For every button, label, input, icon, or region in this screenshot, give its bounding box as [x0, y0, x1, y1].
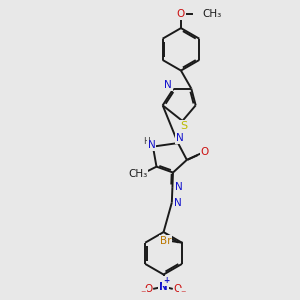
Text: N: N [159, 282, 168, 292]
Text: O: O [144, 284, 152, 294]
Text: +: + [163, 276, 169, 285]
Text: O: O [177, 9, 185, 19]
Text: CH₃: CH₃ [203, 9, 222, 19]
Text: CH₃: CH₃ [128, 169, 147, 179]
Text: O: O [174, 284, 182, 294]
Text: N: N [148, 140, 155, 150]
Text: N: N [175, 182, 183, 192]
Text: N: N [174, 198, 182, 208]
Text: N: N [176, 134, 183, 143]
Text: O: O [200, 147, 209, 157]
Text: ⁻: ⁻ [140, 289, 146, 299]
Text: ⁻: ⁻ [180, 289, 186, 299]
Text: H: H [143, 137, 150, 146]
Text: N: N [164, 80, 172, 90]
Text: Br: Br [160, 236, 171, 246]
Text: S: S [180, 121, 188, 131]
